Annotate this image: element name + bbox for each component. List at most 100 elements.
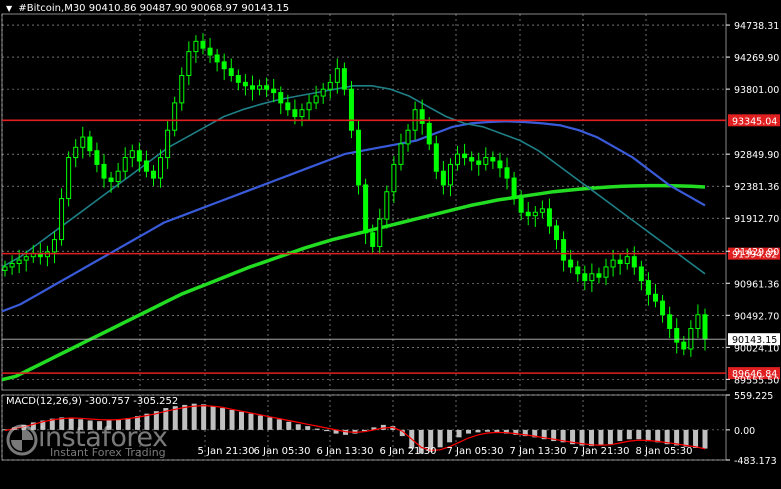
candle-body (165, 129, 171, 159)
candle (264, 77, 270, 98)
macd-bar (144, 413, 150, 430)
macd-bar (125, 418, 131, 430)
macd-bar (267, 417, 273, 430)
candle-body (257, 85, 263, 90)
candle-body (462, 153, 468, 159)
candle (617, 253, 623, 275)
candle (242, 74, 248, 96)
candle-body (525, 211, 531, 217)
candle-body (695, 314, 701, 329)
price-tick-label: 92381.36 (734, 182, 779, 193)
candle-body (660, 300, 666, 316)
candle (115, 163, 121, 188)
candle (66, 151, 72, 207)
symbol-label: #Bitcoin,M30 (18, 3, 86, 14)
candle-body (490, 157, 496, 162)
candle-body (193, 40, 199, 53)
macd-bar (220, 408, 226, 430)
candle (235, 69, 241, 91)
candle (384, 185, 390, 229)
candle-body (554, 225, 560, 241)
macd-tick-label: 559.225 (734, 391, 773, 402)
macd-bar (617, 429, 623, 442)
candle-body (348, 88, 354, 131)
candle-body (596, 273, 602, 278)
candle-body (292, 109, 298, 118)
macd-bar (30, 422, 36, 430)
candle (377, 208, 383, 255)
candle-body (334, 68, 340, 83)
macd-bar (191, 403, 197, 430)
dropdown-arrow-icon[interactable]: ▼ (6, 4, 13, 13)
macd-bar (598, 429, 604, 446)
candle-body (440, 170, 446, 186)
macd-bar (49, 418, 55, 430)
candle (165, 119, 171, 169)
macd-bar (78, 419, 84, 430)
candle-body (285, 102, 291, 111)
brand-tagline: Instant Forex Trading (50, 446, 166, 459)
macd-bar (182, 404, 188, 430)
macd-bar (97, 421, 103, 430)
candle (348, 80, 354, 139)
candle (341, 62, 347, 96)
candle-body (384, 191, 390, 220)
candle-body (631, 256, 637, 268)
macd-bar (626, 429, 632, 440)
candle (469, 151, 475, 171)
candle (539, 200, 545, 219)
candle-body (122, 157, 128, 172)
candle-body (143, 160, 149, 172)
macd-tick-label: -483.173 (734, 456, 777, 467)
macd-bar (106, 420, 112, 430)
candle (214, 48, 220, 72)
candle (9, 255, 15, 275)
macd-bar (163, 408, 169, 430)
macd-bar (607, 429, 613, 445)
current-price-label: 90143.15 (732, 335, 777, 346)
candle-body (150, 170, 156, 179)
time-tick-label: 7 Jan 13:30 (510, 446, 567, 457)
candle (306, 94, 312, 121)
time-axis: 5 Jan 21:30 6 Jan 05:30 6 Jan 13:30 6 Jan 2… (198, 446, 693, 457)
candle (645, 272, 651, 306)
candle (158, 149, 164, 188)
candle (674, 318, 680, 354)
candle (660, 294, 666, 323)
ma-line-ma-fast (1, 85, 706, 275)
price-tick-label: 91912.70 (734, 214, 779, 225)
macd-bar (579, 429, 585, 446)
candle-body (9, 263, 15, 268)
macd-bar (248, 413, 254, 430)
candle (73, 139, 79, 168)
macd-bar (494, 429, 500, 433)
macd-bar (484, 429, 490, 432)
candle (80, 126, 86, 159)
candle (688, 320, 694, 357)
macd-bar (257, 415, 263, 430)
candle-body (702, 314, 708, 340)
candle (122, 147, 128, 180)
candle-body (327, 81, 333, 90)
level-price-tag (728, 247, 780, 260)
macd-bar (418, 429, 424, 454)
candle (207, 37, 213, 63)
candle-body (101, 163, 107, 179)
time-tick-label: 7 Jan 05:30 (447, 446, 504, 457)
candle (334, 58, 340, 94)
candle (94, 142, 100, 173)
candle-body (674, 327, 680, 343)
macd-bar (295, 424, 301, 430)
candle (476, 152, 482, 176)
candle-body (80, 136, 86, 148)
macd-bar (503, 429, 509, 434)
candle-body (313, 95, 319, 104)
macd-bar (134, 416, 140, 430)
ma-line-ma-mid (1, 120, 706, 313)
candle (546, 198, 552, 234)
candle (447, 158, 453, 197)
macd-bar (447, 429, 453, 443)
candle (228, 58, 234, 82)
candle (136, 142, 142, 173)
